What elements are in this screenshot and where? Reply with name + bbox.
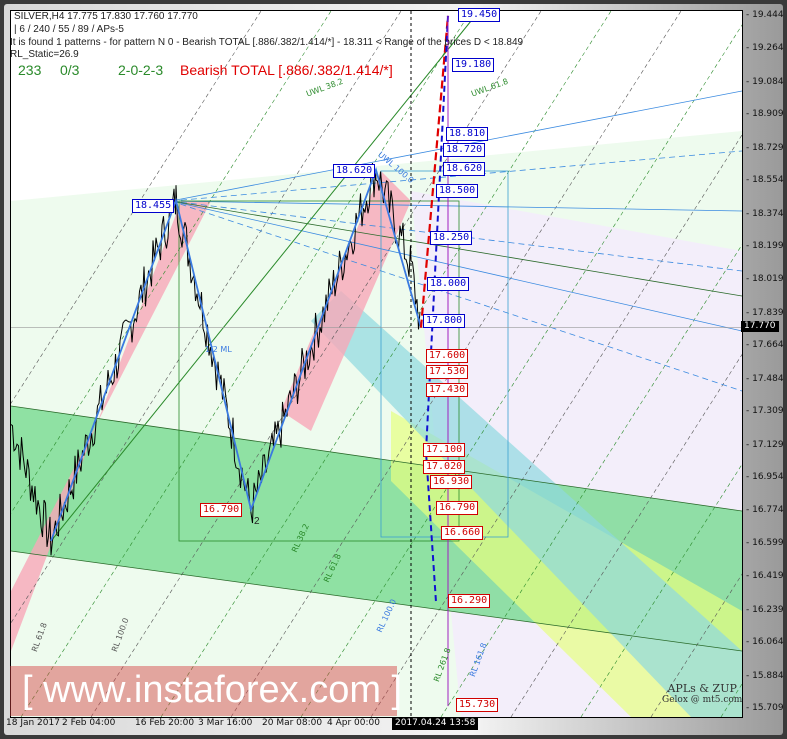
target-level-label: 17.430 — [426, 382, 469, 397]
cursor-time-marker: 2017.04.24 13:58 — [392, 717, 479, 730]
y-tick-label: - 15.709 — [746, 703, 784, 713]
target-level-label: 19.450 — [458, 7, 501, 22]
y-tick-label: - 18.554 — [746, 175, 784, 186]
target-level-label: 18.620 — [443, 161, 486, 176]
channel-line — [170, 200, 742, 297]
target-level-label: 15.730 — [456, 698, 499, 713]
target-level-label: 18.000 — [427, 276, 470, 291]
channel-line — [11, 550, 742, 652]
pivot-label: 18.455 — [132, 199, 175, 213]
y-tick-label: - 16.954 — [746, 472, 784, 482]
target-level-label: 17.600 — [426, 349, 469, 364]
warning-line — [50, 20, 472, 542]
watermark[interactable]: [ www.instaforex.com ] — [22, 669, 403, 711]
y-tick-label: - 16.239 — [746, 604, 784, 615]
signature: APLs & ZUP Gelox @ mt5.com — [662, 682, 742, 705]
y-tick-label: - 18.019 — [746, 274, 784, 285]
symbol-ohlc: SILVER,H4 17.775 17.830 17.760 17.770 — [14, 11, 198, 22]
rl-static: RL_Static=26.9 — [10, 49, 79, 60]
target-level-label: 18.720 — [443, 143, 486, 158]
x-tick-label: 4 Apr 00:00 — [327, 718, 380, 728]
signature-author: Gelox @ mt5.com — [662, 695, 743, 705]
point-2-label: 2 — [254, 516, 260, 527]
pattern-legs — [50, 166, 422, 542]
target-level-label: 17.800 — [423, 314, 466, 329]
median-line — [170, 200, 742, 392]
y-tick-label: - 17.129 — [746, 439, 784, 450]
channel-line — [11, 405, 742, 512]
fibo-annotation: 1/2 ML — [205, 345, 232, 354]
stat-ratio: 0/3 — [60, 62, 80, 78]
stat-sequence: 2-0-2-3 — [118, 62, 164, 78]
median-line — [170, 150, 742, 202]
target-level-label: 19.180 — [452, 57, 495, 72]
y-tick-label: - 18.199 — [746, 241, 784, 251]
cyan-channel — [311, 291, 742, 717]
x-tick-label: 2 Feb 04:00 — [62, 718, 116, 728]
x-tick-label: 3 Mar 16:00 — [198, 718, 253, 728]
chart-canvas — [11, 11, 742, 717]
stat-count: 233 — [18, 62, 42, 78]
pivot-label: 18.620 — [333, 164, 376, 178]
target-level-label: 16.790 — [436, 501, 479, 516]
median-line — [170, 200, 742, 212]
y-tick-label: - 17.484 — [746, 373, 784, 384]
y-tick-label: - 15.884 — [746, 670, 784, 681]
target-level-label: 17.020 — [423, 459, 466, 474]
bearish-projection — [419, 15, 450, 328]
target-level-label: 18.500 — [436, 184, 479, 199]
pattern-info: It is found 1 patterns - for pattern N 0… — [10, 37, 524, 48]
pink-channel-2 — [281, 171, 411, 431]
y-tick-label: - 16.419 — [746, 571, 784, 582]
x-tick-label: 16 Feb 20:00 — [135, 718, 195, 728]
target-level-label: 18.250 — [430, 230, 473, 245]
watermark-band — [10, 666, 397, 716]
y-tick-label: - 19.264 — [746, 43, 784, 54]
y-tick-label: - 16.064 — [746, 637, 784, 648]
target-level-label: 17.530 — [426, 365, 469, 380]
y-tick-label: - 18.729 — [746, 142, 784, 153]
signature-title: APLs & ZUP — [667, 682, 737, 695]
params-line: | 6 / 240 / 55 / 89 / APs-5 — [14, 24, 124, 35]
target-level-label: 16.930 — [430, 475, 473, 490]
y-tick-label: - 16.774 — [746, 505, 784, 516]
y-tick-label: - 18.374 — [746, 208, 784, 219]
median-line — [170, 200, 742, 272]
x-tick-label: 18 Jan 2017 — [6, 718, 60, 728]
y-tick-label: - 19.444 — [746, 10, 784, 20]
chart-plot-area[interactable] — [10, 10, 743, 718]
y-tick-label: - 17.309 — [746, 406, 784, 417]
y-tick-label: - 16.599 — [746, 537, 784, 548]
y-tick-label: - 17.664 — [746, 340, 784, 351]
target-level-label: 16.660 — [441, 525, 484, 540]
current-price-marker: 17.770 — [741, 321, 779, 332]
y-tick-label: - 17.839 — [746, 307, 784, 318]
target-projection — [424, 15, 449, 603]
median-line — [170, 200, 742, 332]
x-tick-label: 20 Mar 08:00 — [262, 718, 323, 728]
target-level-label: 18.810 — [446, 126, 489, 141]
target-level-label: 16.290 — [448, 594, 491, 609]
pivot-label: 16.790 — [200, 503, 243, 517]
y-tick-label: - 18.909 — [746, 109, 784, 120]
target-level-label: 17.100 — [423, 442, 466, 457]
pattern-name: Bearish TOTAL [.886/.382/1.414/*] — [180, 62, 393, 78]
y-tick-label: - 19.084 — [746, 76, 784, 87]
